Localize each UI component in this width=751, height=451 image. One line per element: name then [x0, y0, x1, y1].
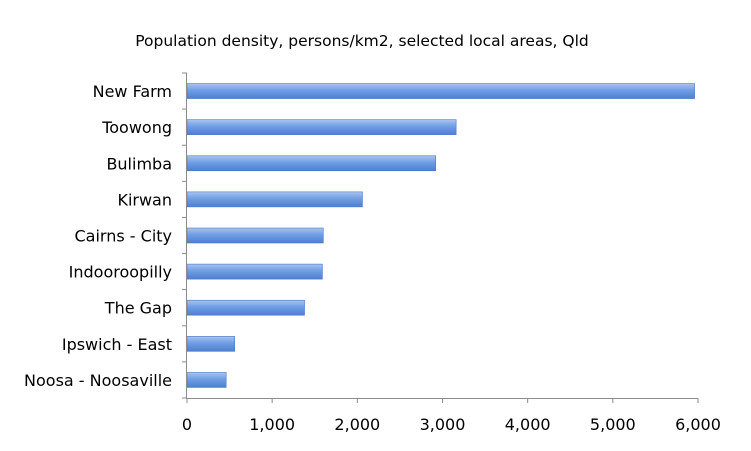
category-label-kirwan: Kirwan — [117, 190, 172, 209]
category-label-toowong: Toowong — [101, 118, 172, 137]
category-label-ipswich-east: Ipswich - East — [62, 335, 172, 354]
bar-the-gap — [186, 299, 305, 316]
chart-title: Population density, persons/km2, selecte… — [135, 32, 589, 50]
bars-layer — [182, 72, 695, 399]
category-label-cairns-city: Cairns - City — [75, 227, 173, 246]
bar-ipswich-east — [186, 336, 235, 352]
bar-noosa-noosaville — [186, 372, 227, 388]
category-labels: New Farm Toowong Bulimba Kirwan Cairns - Cit… — [24, 82, 172, 390]
x-tick-label: 4,000 — [505, 415, 551, 434]
bar-kirwan — [186, 191, 363, 208]
bar-cairns-city — [186, 227, 324, 244]
category-label-new-farm: New Farm — [93, 82, 172, 101]
bar-new-farm — [186, 83, 695, 99]
x-tick-label: 6,000 — [675, 415, 721, 434]
bar-bulimba — [186, 155, 436, 172]
bar-toowong — [186, 119, 457, 135]
category-label-indooroopilly: Indooroopilly — [69, 263, 172, 282]
x-tick-label: 3,000 — [420, 415, 466, 434]
category-label-the-gap: The Gap — [104, 299, 172, 318]
category-label-bulimba: Bulimba — [106, 154, 172, 173]
x-tick-label: 1,000 — [249, 415, 295, 434]
x-tick-label: 0 — [182, 415, 192, 434]
x-tick-label: 5,000 — [590, 415, 636, 434]
bar-indooroopilly — [186, 263, 323, 280]
x-tick-label: 2,000 — [334, 415, 380, 434]
category-label-noosa-noosaville: Noosa - Noosaville — [24, 371, 172, 390]
x-axis-ticks: 0 1,000 2,000 3,000 4,000 5,000 6,000 — [182, 398, 721, 434]
